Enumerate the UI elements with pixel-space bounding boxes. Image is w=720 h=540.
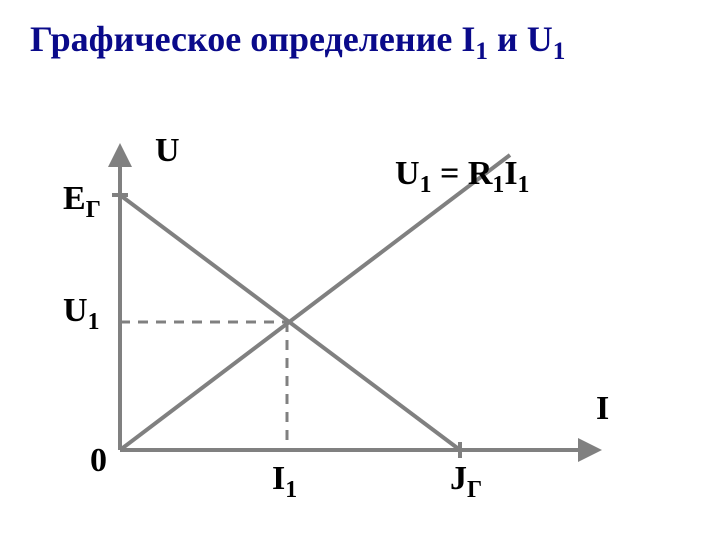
label-Jg-sub: Г	[467, 477, 482, 503]
label-I1-sub: 1	[285, 477, 297, 503]
rising-line	[120, 155, 510, 450]
label-Eg: ЕГ	[63, 180, 101, 224]
label-U-axis: U	[155, 132, 180, 170]
label-I-axis: I	[596, 390, 609, 428]
label-U1-sub: 1	[88, 309, 100, 335]
title-prefix: Графическое определение I	[30, 19, 475, 59]
label-origin-zero: 0	[90, 442, 107, 480]
eq-mid: = R	[431, 155, 492, 192]
eq-I-sub: 1	[518, 172, 530, 198]
title-sub2: 1	[553, 38, 566, 65]
label-I1-bottom: I1	[272, 460, 297, 504]
eq-U: U	[395, 155, 420, 192]
label-Eg-sub: Г	[86, 197, 101, 223]
label-I1-main: I	[272, 460, 285, 497]
label-U1-main: U	[63, 292, 88, 329]
eq-R-sub: 1	[492, 172, 504, 198]
title-mid: и U	[488, 19, 553, 59]
label-Eg-main: Е	[63, 180, 86, 217]
title-sub1: 1	[475, 38, 488, 65]
label-Jg-main: J	[450, 460, 467, 497]
label-equation: U1 = R1I1	[395, 155, 529, 199]
label-Jg-bottom: JГ	[450, 460, 482, 504]
page-title: Графическое определение I1 и U1	[30, 18, 565, 66]
eq-U-sub: 1	[420, 172, 432, 198]
label-U1-left: U1	[63, 292, 99, 336]
eq-I: I	[504, 155, 517, 192]
diagram-svg	[0, 0, 720, 540]
